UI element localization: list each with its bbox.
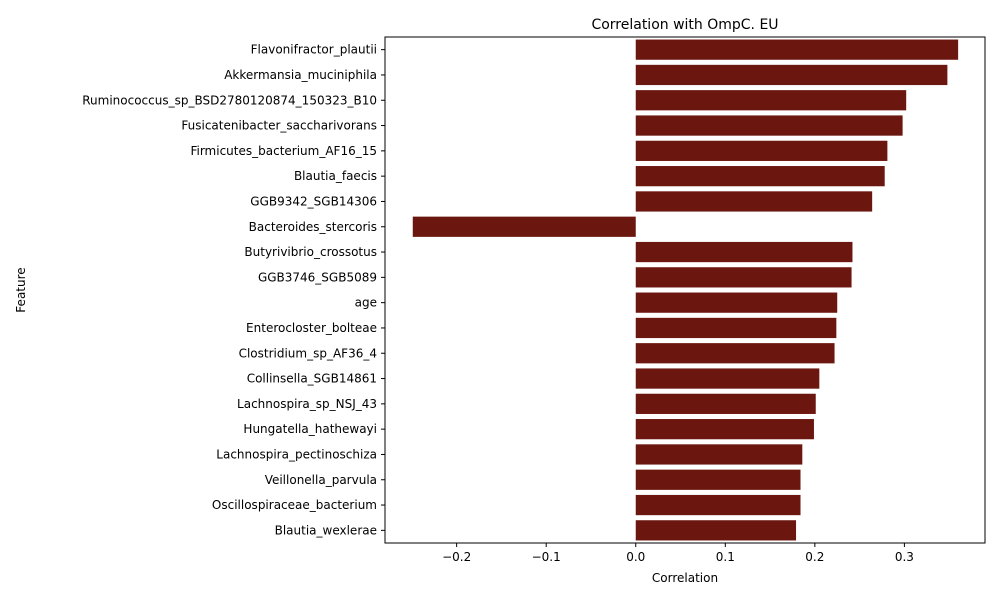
x-tick-label: −0.1 <box>532 550 561 564</box>
x-tick-label: 0.3 <box>895 550 914 564</box>
chart-title: Correlation with OmpC. EU <box>591 17 778 33</box>
bar-4 <box>635 140 888 161</box>
bar-9 <box>635 267 852 288</box>
y-tick-label: Enterocloster_bolteae <box>246 321 377 335</box>
x-tick-label: 0.1 <box>716 550 735 564</box>
bar-8 <box>635 241 853 263</box>
y-tick-label: Butyrivibrio_crossotus <box>244 245 377 259</box>
x-tick-label: −0.2 <box>442 550 471 564</box>
y-tick-label: Oscillospiraceae_bacterium <box>212 498 377 512</box>
y-tick-label: Bacteroides_stercoris <box>249 220 377 234</box>
bar-19 <box>635 520 797 541</box>
y-tick-label: GGB9342_SGB14306 <box>250 194 377 208</box>
x-tick-label: 0.0 <box>626 550 645 564</box>
bar-16 <box>635 444 803 465</box>
x-axis-label: Correlation <box>652 571 718 585</box>
y-tick-label: Flavonifractor_plautii <box>251 43 377 57</box>
y-tick-label: Firmicutes_bacterium_AF16_15 <box>190 144 377 158</box>
y-axis-label: Feature <box>14 267 28 312</box>
bar-12 <box>635 343 835 364</box>
bar-17 <box>635 469 801 490</box>
bar-1 <box>635 64 948 86</box>
y-tick-label: age <box>355 296 377 310</box>
bar-2 <box>635 90 907 111</box>
bar-15 <box>635 419 814 440</box>
y-tick-label: Fusicatenibacter_saccharivorans <box>181 119 377 133</box>
y-tick-label: Blautia_wexlerae <box>275 523 377 537</box>
bars-group <box>412 39 959 541</box>
bar-7 <box>412 216 636 237</box>
bar-5 <box>635 166 885 187</box>
x-tick-labels: −0.2 −0.1 0.0 0.1 0.2 0.3 <box>442 543 914 564</box>
y-tick-label: Ruminococcus_sp_BSD2780120874_150323_B10 <box>82 93 377 107</box>
x-tick-label: 0.2 <box>805 550 824 564</box>
y-tick-label: Collinsella_SGB14861 <box>247 372 377 386</box>
y-tick-label: Hungatella_hathewayi <box>243 422 377 436</box>
y-tick-label: Blautia_faecis <box>294 169 377 183</box>
y-tick-labels: Flavonifractor_plautii Akkermansia_mucini… <box>82 43 385 537</box>
y-tick-label: Lachnospira_pectinoschiza <box>216 447 377 461</box>
y-tick-label: Veillonella_parvula <box>265 473 377 487</box>
bar-18 <box>635 494 801 516</box>
bar-10 <box>635 292 838 313</box>
y-tick-label: Lachnospira_sp_NSJ_43 <box>237 397 377 411</box>
bar-11 <box>635 317 837 339</box>
bar-13 <box>635 368 820 389</box>
bar-6 <box>635 191 873 212</box>
y-tick-label: Akkermansia_muciniphila <box>224 68 377 82</box>
y-tick-label: Clostridium_sp_AF36_4 <box>239 346 377 360</box>
y-tick-label: GGB3746_SGB5089 <box>258 270 377 284</box>
bar-14 <box>635 393 816 414</box>
plot-frame <box>384 36 986 544</box>
bar-3 <box>635 115 903 136</box>
bar-0 <box>635 39 959 60</box>
